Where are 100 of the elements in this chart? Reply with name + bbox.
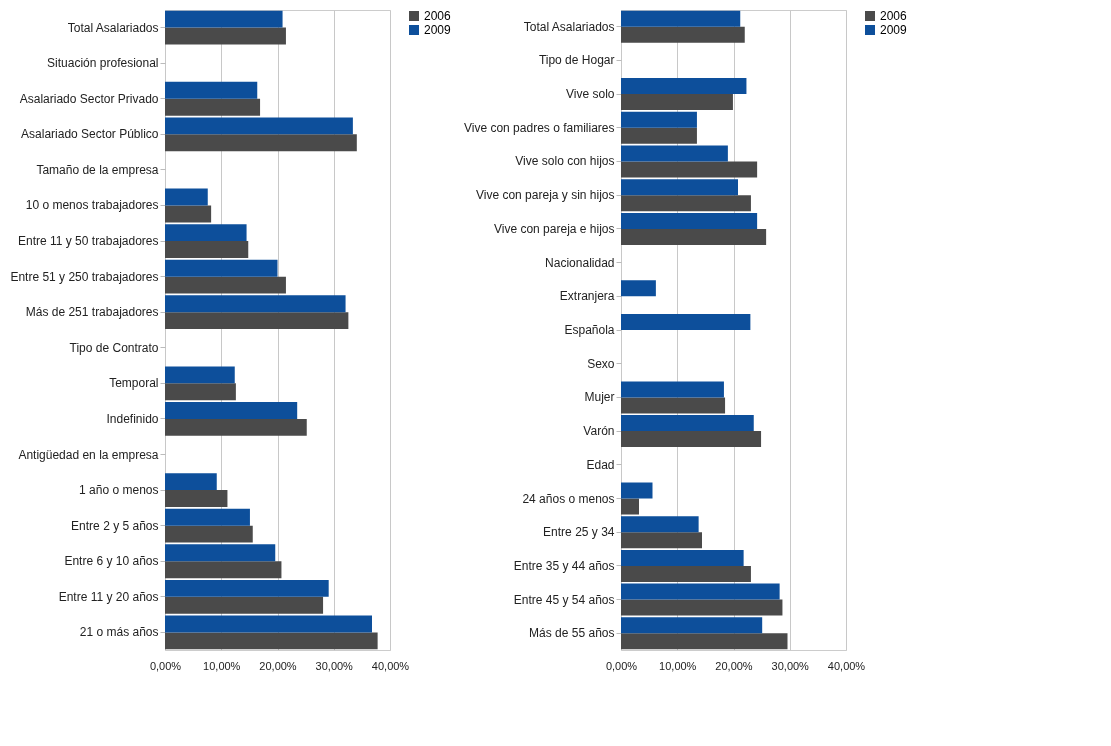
y-tick-label: Vive solo con hijos [515, 154, 615, 169]
bar [165, 276, 286, 294]
x-tick-label: 10,00% [659, 659, 697, 672]
y-tick-label: 1 año o menos [79, 483, 159, 498]
bar [621, 633, 788, 650]
bar [621, 228, 767, 245]
legend-label: 2009 [880, 23, 908, 37]
bar [165, 312, 349, 330]
bar [165, 544, 276, 562]
bar [621, 397, 726, 414]
y-tick-label: Más de 251 trabajadores [25, 305, 159, 320]
y-tick-label: Tipo de Contrato [69, 340, 159, 355]
bar [621, 431, 762, 448]
bar [621, 78, 747, 95]
y-tick-label: Asalariado Sector Público [21, 127, 159, 142]
x-tick-label: 30,00% [771, 659, 810, 672]
bar [621, 415, 754, 432]
legend-label: 2009 [424, 23, 452, 37]
bar [621, 280, 656, 297]
bar [165, 10, 283, 28]
y-tick-label: Vive con padres o familiares [463, 120, 615, 135]
y-tick-label: 10 o menos trabajadores [25, 198, 159, 213]
bar [621, 94, 733, 111]
x-tick-label: 40,00% [371, 659, 410, 672]
bar [621, 212, 758, 229]
bar [165, 134, 357, 152]
y-tick-label: Temporal [109, 376, 159, 391]
x-tick-label: 0,00% [149, 659, 182, 672]
bar [621, 179, 738, 196]
x-tick-label: 30,00% [315, 659, 354, 672]
bar [621, 583, 780, 600]
x-tick-label: 0,00% [605, 659, 638, 672]
x-tick-label: 20,00% [715, 659, 753, 672]
y-tick-label: Asalariado Sector Privado [19, 91, 159, 106]
bar [165, 224, 247, 242]
bar [165, 117, 353, 135]
bar [165, 205, 212, 223]
bar [165, 473, 217, 491]
y-tick-label: Nacionalidad [545, 255, 615, 270]
y-tick-label: Situación profesional [47, 56, 159, 71]
y-tick-label: Indefinido [106, 411, 159, 426]
y-tick-label: 21 o más años [79, 625, 159, 640]
bar [621, 111, 697, 128]
bar [621, 313, 751, 330]
bar [165, 241, 249, 258]
legend-label: 2006 [880, 9, 908, 23]
y-tick-label: Entre 2 y 5 años [71, 518, 159, 533]
legend-label: 2006 [424, 9, 452, 23]
y-tick-label: Vive solo [566, 87, 615, 102]
x-tick-label: 40,00% [827, 659, 866, 672]
bar [621, 498, 639, 515]
y-tick-label: Entre 51 y 250 trabajadores [10, 269, 159, 284]
bar [165, 383, 236, 401]
bar [165, 259, 278, 277]
bar [621, 617, 763, 634]
bar [621, 565, 751, 582]
y-tick-label: Entre 6 y 10 años [64, 554, 159, 569]
x-tick-label: 20,00% [259, 659, 297, 672]
bar [621, 549, 744, 566]
y-tick-label: Española [564, 323, 615, 337]
bar [165, 596, 324, 614]
y-tick-label: Edad [586, 457, 615, 472]
y-tick-label: Mujer [584, 390, 615, 405]
y-tick-label: Varón [583, 424, 615, 439]
bar [165, 615, 372, 633]
y-tick-label: Entre 45 y 54 años [513, 592, 615, 607]
y-tick-label: Entre 11 y 50 trabajadores [17, 234, 159, 249]
bar [165, 632, 378, 650]
y-tick-label: Vive con pareja y sin hijos [475, 188, 615, 203]
bar [621, 599, 783, 616]
bar [165, 27, 286, 45]
y-tick-label: 24 años o menos [522, 491, 615, 506]
bar [621, 516, 699, 533]
bar [165, 188, 208, 206]
bar [621, 532, 702, 549]
bar [621, 381, 724, 398]
bar [165, 525, 253, 543]
bar [165, 561, 282, 579]
y-tick-label: Tamaño de la empresa [36, 162, 159, 177]
x-tick-label: 10,00% [203, 659, 241, 672]
bar [621, 10, 741, 27]
bar [165, 366, 235, 384]
y-tick-label: Entre 11 y 20 años [58, 589, 159, 604]
bar [165, 418, 307, 436]
bar [165, 579, 329, 597]
y-tick-label: Total Asalariados [67, 20, 159, 35]
bar [165, 98, 261, 116]
bar [165, 81, 258, 99]
y-tick-label: Entre 35 y 44 años [513, 558, 615, 573]
y-tick-label: Más de 55 años [529, 626, 615, 641]
bar [165, 490, 228, 507]
y-tick-label: Entre 25 y 34 [543, 525, 615, 540]
bar [165, 402, 298, 419]
y-tick-label: Sexo [587, 356, 615, 371]
y-tick-label: Extranjera [559, 289, 615, 304]
bar [621, 145, 728, 162]
y-tick-label: Tipo de Hogar [538, 53, 615, 68]
y-tick-label: Vive con pareja e hijos [493, 221, 615, 236]
bar [621, 482, 653, 499]
bar [165, 508, 250, 526]
